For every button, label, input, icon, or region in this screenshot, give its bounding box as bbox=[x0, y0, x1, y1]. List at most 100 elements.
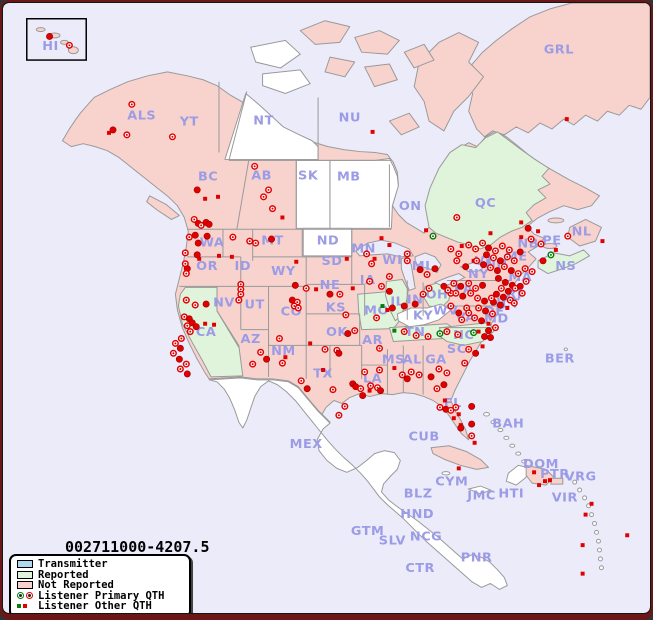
listener-primary-qth-marker bbox=[419, 290, 427, 298]
listener-primary-qth-marker bbox=[176, 365, 184, 373]
listener-primary-qth-marker bbox=[403, 375, 411, 383]
listener-primary-qth-marker bbox=[497, 284, 505, 292]
listener-primary-qth-marker bbox=[403, 257, 411, 265]
region-label-vir: VIR bbox=[552, 490, 578, 505]
antilles-island bbox=[577, 487, 583, 493]
listener-primary-qth-marker bbox=[480, 261, 488, 269]
listener-primary-qth-marker bbox=[182, 296, 190, 304]
listener-primary-qth-marker bbox=[479, 281, 487, 289]
listener-primary-qth-marker bbox=[457, 424, 465, 432]
listener-primary-qth-marker bbox=[482, 307, 489, 315]
bahama-island bbox=[490, 420, 497, 425]
listener-primary-qth-marker bbox=[336, 290, 344, 298]
listener-primary-qth-marker bbox=[388, 304, 396, 312]
region-label-grl: GRL bbox=[544, 43, 574, 58]
listener-primary-qth-marker bbox=[537, 240, 545, 248]
listener-primary-qth-marker bbox=[186, 328, 194, 336]
listener-other-qth-marker bbox=[294, 259, 299, 264]
legend-item: Not Reported bbox=[17, 579, 185, 591]
listener-primary-qth-marker bbox=[522, 277, 530, 285]
listener-primary-qth-marker bbox=[183, 370, 191, 378]
listener-primary-qth-marker-green bbox=[436, 330, 444, 338]
victoria-island-shape bbox=[250, 39, 302, 69]
greenland-shape[interactable] bbox=[464, 3, 650, 138]
listener-primary-qth-marker bbox=[465, 309, 473, 317]
listener-other-qth-marker bbox=[519, 235, 524, 240]
listener-primary-qth-marker bbox=[191, 231, 199, 239]
listener-primary-qth-marker bbox=[427, 373, 435, 381]
listener-other-qth-marker bbox=[583, 512, 588, 517]
region-ky[interactable] bbox=[396, 303, 452, 328]
listener-primary-qth-marker bbox=[400, 302, 408, 310]
listener-primary-qth-marker bbox=[190, 215, 198, 223]
region-label-in: IN bbox=[407, 293, 424, 308]
listener-primary-qth-marker bbox=[487, 294, 495, 302]
listener-primary-qth-marker bbox=[462, 263, 470, 271]
listener-primary-qth-marker bbox=[487, 334, 494, 341]
southampton-island-shape bbox=[388, 112, 420, 136]
listener-primary-qth-marker bbox=[335, 411, 343, 419]
listener-primary-qth-marker bbox=[268, 205, 277, 213]
listener-primary-qth-marker bbox=[375, 366, 384, 374]
bahama-island bbox=[515, 451, 522, 456]
listener-primary-qth-marker bbox=[275, 335, 283, 342]
listener-primary-qth-marker bbox=[168, 133, 176, 141]
listener-primary-qth-marker bbox=[443, 369, 451, 377]
antilles-island bbox=[582, 495, 588, 501]
listener-other-qth-marker bbox=[542, 479, 547, 484]
region-label-ny: NY bbox=[468, 267, 489, 282]
region-mexico-central-america[interactable] bbox=[208, 377, 508, 590]
listener-other-qth-marker bbox=[203, 196, 208, 201]
listener-primary-qth-marker bbox=[407, 368, 415, 376]
listener-primary-qth-marker bbox=[458, 316, 466, 324]
listener-other-qth-marker bbox=[625, 533, 630, 538]
listener-other-qth-marker bbox=[442, 398, 447, 403]
bermuda-shape bbox=[563, 347, 568, 352]
region-label-ms: MS bbox=[382, 353, 405, 368]
listener-primary-qth-marker bbox=[169, 349, 177, 357]
region-label-ctr: CTR bbox=[405, 561, 435, 576]
listener-primary-qth-marker-green bbox=[547, 251, 555, 259]
listener-primary-qth-marker bbox=[182, 360, 190, 368]
listener-primary-qth-marker bbox=[479, 239, 487, 247]
listener-other-qth-marker bbox=[532, 470, 537, 475]
region-label-ar: AR bbox=[362, 333, 383, 348]
region-mb[interactable] bbox=[329, 157, 399, 229]
antilles-island bbox=[596, 547, 602, 553]
bahama-island bbox=[483, 411, 490, 417]
listener-primary-qth-marker bbox=[183, 322, 191, 330]
listener-markers-group bbox=[46, 33, 630, 576]
listener-primary-qth-marker bbox=[351, 327, 359, 335]
north-america-map[interactable]: HIALSYTNTNUGRLBCABSKMBONQCNLNBPEMENSVTNH… bbox=[3, 3, 650, 613]
region-label-ca: CA bbox=[196, 325, 216, 340]
listener-primary-qth-marker bbox=[498, 242, 506, 250]
arctic-island-shape bbox=[354, 30, 400, 55]
region-label-wi: WI bbox=[382, 253, 402, 268]
listener-other-qth-marker bbox=[217, 253, 221, 258]
listener-primary-qth-marker bbox=[368, 260, 376, 268]
region-label-nu: NU bbox=[339, 111, 361, 126]
antilles-island bbox=[592, 521, 597, 526]
listener-primary-qth-marker bbox=[205, 220, 213, 228]
antilles-island bbox=[597, 556, 603, 562]
listener-other-qth-marker bbox=[203, 321, 208, 326]
region-label-wy: WY bbox=[271, 264, 296, 279]
listener-other-qth-marker bbox=[212, 322, 217, 327]
listener-primary-qth-marker bbox=[425, 284, 433, 292]
region-label-id: ID bbox=[235, 259, 251, 274]
region-label-vrg: VRG bbox=[565, 470, 597, 485]
legend-swatch bbox=[17, 581, 34, 590]
listener-primary-qth-marker bbox=[455, 309, 463, 317]
hawaii-island bbox=[67, 46, 79, 55]
region-label-nv: NV bbox=[213, 296, 235, 311]
listener-other-qth-marker bbox=[459, 244, 464, 248]
listener-primary-qth-marker bbox=[500, 263, 508, 271]
listener-primary-qth-marker bbox=[181, 249, 189, 257]
listener-primary-qth-marker bbox=[491, 324, 499, 332]
hawaii-inset-frame bbox=[26, 18, 87, 61]
region-label-ut: UT bbox=[245, 298, 265, 313]
region-label-nl: NL bbox=[572, 225, 592, 240]
region-label-oh: OH bbox=[426, 288, 449, 303]
region-label-ky: KY bbox=[413, 308, 434, 323]
region-label-ncg: NCG bbox=[410, 530, 442, 545]
